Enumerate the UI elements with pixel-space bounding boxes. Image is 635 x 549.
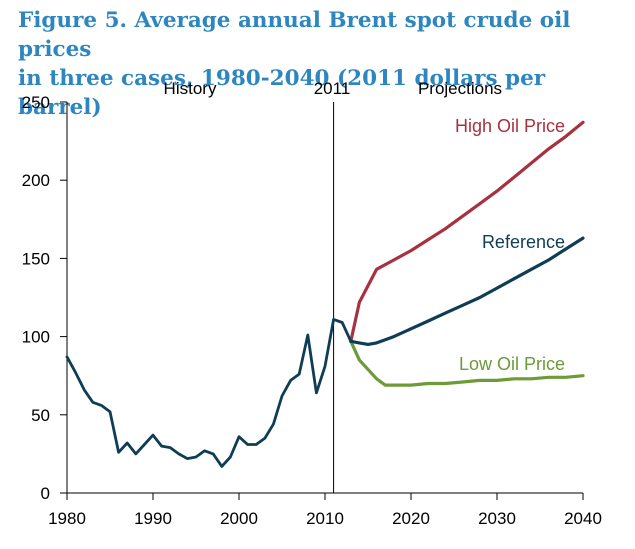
y-axis-ticks: 0 50 100 150 200 250	[22, 93, 67, 503]
x-tick-label: 2000	[220, 509, 258, 528]
x-tick-label: 2010	[306, 509, 344, 528]
x-axis-ticks: 1980 1990 2000 2010 2020 2030 2040	[48, 493, 602, 528]
reference-series-line	[349, 236, 585, 346]
year-2011-label: 2011	[314, 79, 351, 98]
chart-title-line-2: in three cases, 1980-2040 (2011 dollars …	[18, 66, 546, 120]
high-oil-price-label: High Oil Price	[455, 116, 565, 136]
reference-label: Reference	[482, 232, 565, 252]
history-label: History	[164, 79, 217, 98]
chart-title: Figure 5. Average annual Brent spot crud…	[18, 6, 628, 122]
series-lines	[65, 120, 585, 468]
y-tick-label: 150	[22, 249, 50, 268]
y-tick-label: 0	[41, 484, 50, 503]
projections-label: Projections	[418, 79, 502, 98]
x-tick-label: 2020	[392, 509, 430, 528]
x-tick-label: 2040	[564, 509, 602, 528]
history-series-line	[65, 317, 353, 468]
chart-title-line-1: Figure 5. Average annual Brent spot crud…	[18, 8, 571, 62]
y-tick-label: 250	[22, 93, 50, 112]
y-tick-label: 100	[22, 328, 50, 347]
y-tick-label: 50	[31, 406, 50, 425]
low-series-line	[349, 339, 585, 387]
y-tick-label: 200	[22, 171, 50, 190]
x-tick-label: 1990	[134, 509, 172, 528]
low-oil-price-label: Low Oil Price	[459, 354, 565, 374]
high-series-line	[349, 120, 585, 343]
x-tick-label: 2030	[478, 509, 516, 528]
x-tick-label: 1980	[48, 509, 86, 528]
